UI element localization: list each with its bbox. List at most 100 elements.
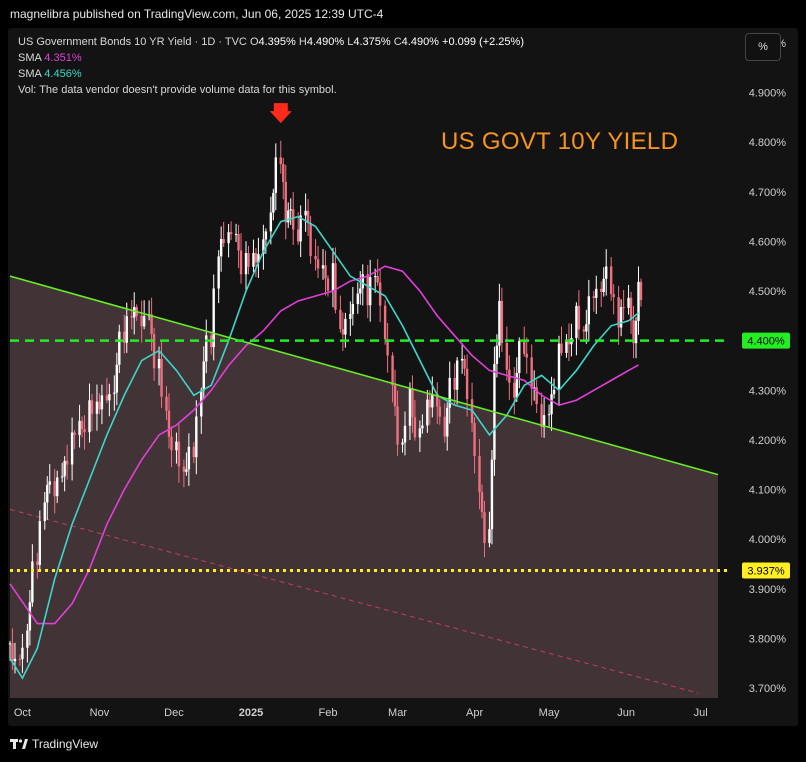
candle-body (195, 416, 198, 458)
candle-body (309, 223, 312, 257)
candle-body (639, 281, 643, 300)
candle-body (182, 466, 186, 472)
x-tick-label: Oct (14, 707, 31, 719)
candle-body (505, 343, 509, 370)
candle-body (629, 297, 633, 321)
candle-body (152, 334, 156, 369)
candle-body (299, 215, 302, 242)
x-tick-label: Nov (90, 707, 110, 719)
percent-scale-button[interactable]: % (745, 33, 781, 61)
candle-body (552, 389, 556, 395)
candle-body (366, 274, 369, 306)
candle-body (530, 357, 533, 389)
candle-body (351, 304, 355, 315)
chart-legend: US Government Bonds 10 YR Yield · 1D · T… (18, 34, 524, 98)
y-tick-label: 4.100% (749, 485, 787, 497)
candle-body (490, 459, 494, 530)
lower-dashed-trendline (9, 508, 699, 694)
candle-body (60, 476, 64, 478)
candle-body (247, 253, 250, 267)
symbol-name[interactable]: US Government Bonds 10 YR Yield · 1D · T… (18, 36, 247, 48)
x-tick-label: Apr (466, 707, 483, 719)
candle-body (65, 460, 69, 465)
candle-body (105, 395, 109, 401)
candle-body (627, 297, 630, 308)
candle-body (480, 492, 484, 513)
y-tick-label: 4.200% (749, 435, 787, 447)
candle-body (460, 358, 464, 361)
x-tick-label: Feb (318, 707, 337, 719)
candle-body (38, 521, 42, 565)
candle-body (36, 561, 39, 565)
candle-body (609, 266, 613, 295)
candle-body (118, 331, 121, 365)
candle-body (257, 254, 260, 263)
y-tick-label: 4.800% (749, 137, 787, 149)
sma2-line[interactable]: SMA 4.456% (18, 68, 82, 80)
change-value: +0.099 (+2.25%) (442, 36, 524, 48)
candle-body (130, 316, 133, 318)
candle-body (18, 658, 22, 660)
candle-body (426, 399, 429, 426)
candle-body (637, 281, 640, 321)
candle-body (217, 256, 220, 289)
y-tick-label: 4.900% (749, 88, 787, 100)
x-tick-label: 2025 (239, 707, 263, 719)
tradingview-logo[interactable]: TradingView (10, 737, 98, 751)
candle-body (244, 253, 248, 275)
candle-body (274, 157, 278, 193)
candle-body (229, 232, 233, 235)
chart-frame[interactable]: 5.000%4.900%4.800%4.700%4.600%4.500%4.40… (8, 28, 798, 726)
candle-body (239, 250, 243, 275)
badge-green: 4.400% (747, 336, 785, 348)
candle-body (78, 420, 81, 436)
candle-body (227, 232, 230, 244)
candle-body (518, 340, 521, 373)
candle-body (43, 502, 46, 522)
candle-body (602, 278, 605, 292)
x-tick-label: Jun (617, 707, 635, 719)
candle-body (21, 647, 24, 660)
candle-body (344, 318, 347, 335)
candle-body (108, 394, 111, 401)
candle-body (160, 358, 163, 397)
candle-body (165, 396, 168, 411)
candle-body (339, 309, 342, 330)
candle-body (582, 329, 586, 332)
price-chart[interactable]: 5.000%4.900%4.800%4.700%4.600%4.500%4.40… (8, 28, 798, 726)
y-tick-label: 4.300% (749, 385, 787, 397)
sma-slow-line (9, 265, 639, 625)
candle-body (401, 442, 404, 445)
candle-body (431, 393, 434, 408)
candle-body (391, 355, 394, 386)
candle-body (170, 436, 173, 451)
candle-body (222, 239, 225, 244)
candle-body (585, 324, 588, 332)
candle-body (393, 385, 397, 407)
candle-body (575, 305, 578, 339)
candle-body (53, 481, 56, 497)
candle-body (70, 432, 74, 465)
candle-body (192, 446, 196, 458)
candle-body (483, 512, 486, 544)
candle-body (252, 252, 255, 267)
sma1-line[interactable]: SMA 4.351% (18, 52, 82, 64)
candle-body (200, 390, 203, 417)
candle-body (157, 358, 161, 369)
candle-body (46, 484, 49, 503)
candle-body (13, 658, 17, 662)
candle-body (219, 239, 223, 257)
candle-body (356, 293, 359, 305)
shaded-zone (10, 276, 718, 698)
candle-body (361, 274, 364, 289)
sma2-value: 4.456% (44, 68, 82, 80)
candle-body (595, 288, 598, 298)
candle-body (26, 630, 29, 648)
candle-body (95, 401, 99, 414)
candle-body (383, 305, 387, 340)
candle-body (428, 399, 432, 408)
open-value: 4.395% (258, 36, 296, 48)
candle-body (542, 415, 546, 428)
y-tick-label: 4.700% (749, 187, 787, 199)
candle-body (287, 210, 290, 223)
